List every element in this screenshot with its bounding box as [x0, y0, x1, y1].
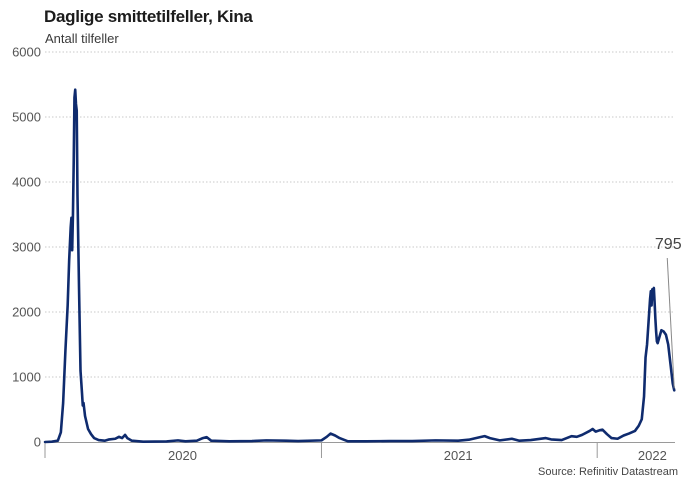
annotation-layer: 795: [655, 236, 682, 389]
annotation-leader-line: [666, 257, 675, 389]
y-tick-label: 4000: [12, 175, 41, 190]
gridlines: [45, 51, 675, 378]
series-line: [43, 88, 676, 444]
x-tick-label: 2022: [638, 448, 667, 463]
source-note: Source: Refinitiv Datastream: [538, 466, 678, 478]
y-tick-label: 6000: [12, 45, 41, 60]
chart-subtitle: Antall tilfeller: [45, 31, 119, 46]
y-tick-label: 2000: [12, 305, 41, 320]
y-tick-label: 0: [34, 435, 41, 450]
y-tick-label: 5000: [12, 110, 41, 125]
y-tick-label: 1000: [12, 370, 41, 385]
x-tick-label: 2021: [444, 448, 473, 463]
x-tick-label: 2020: [168, 448, 197, 463]
chart-title: Daglige smittetilfeller, Kina: [44, 7, 253, 26]
y-axis-ticks: 0 1000 2000 3000 4000 5000 6000: [12, 45, 41, 450]
x-axis: 2020 2021 2022: [44, 442, 675, 463]
y-tick-label: 3000: [12, 240, 41, 255]
annotation-label: 795: [655, 236, 682, 253]
series-layer: [43, 88, 676, 444]
